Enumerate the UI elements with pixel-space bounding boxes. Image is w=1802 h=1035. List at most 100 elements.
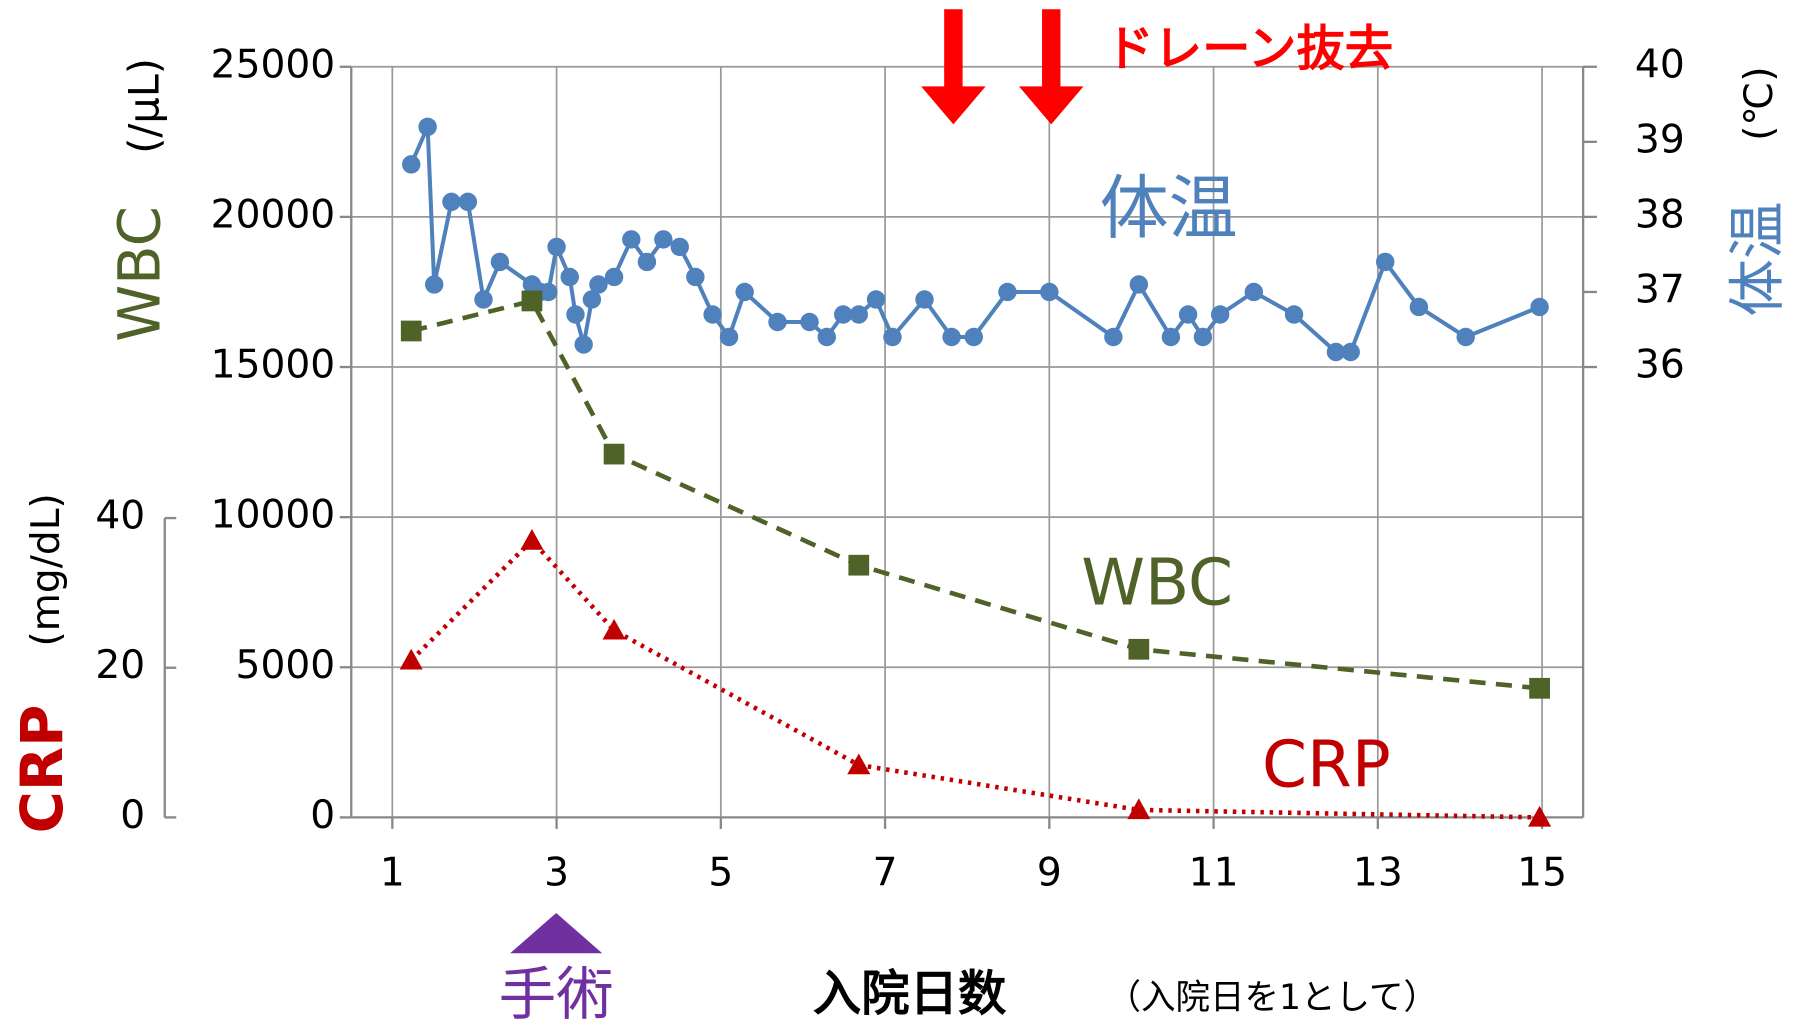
point (1129, 275, 1149, 294)
point (1456, 327, 1475, 347)
y-tick-label: 15000 (211, 343, 335, 388)
point (604, 267, 624, 287)
point (1127, 798, 1151, 820)
point (521, 290, 543, 312)
point (574, 335, 593, 354)
point (400, 320, 422, 342)
point (442, 192, 461, 212)
y2-axis-title: 体温 (1724, 201, 1791, 316)
y-tick-label: 10000 (211, 493, 335, 538)
y2-tick-label: 38 (1635, 192, 1685, 237)
point (474, 290, 493, 309)
y3-axis-unit: (mg/dL) (24, 493, 69, 646)
point (1178, 305, 1198, 324)
series-label: WBC (1081, 546, 1233, 621)
point (883, 327, 902, 347)
point (1128, 638, 1150, 660)
y2-tick-label: 36 (1635, 343, 1685, 388)
x-tick-label: 7 (873, 850, 898, 895)
point (1210, 305, 1230, 324)
y2-tick-label: 40 (1635, 42, 1685, 87)
point (1376, 252, 1395, 272)
y2-axis-unit: (℃) (1737, 66, 1782, 140)
point (520, 529, 544, 550)
point (670, 237, 689, 257)
x-tick-label: 3 (544, 850, 569, 895)
x-tick-label: 9 (1037, 850, 1062, 895)
point (1161, 327, 1181, 347)
y-tick-label: 25000 (211, 42, 335, 87)
point (490, 252, 510, 272)
point (424, 275, 444, 294)
point (539, 282, 558, 302)
series-line (409, 537, 1540, 820)
point (817, 327, 836, 347)
point (399, 648, 423, 670)
y-tick-label: 5000 (236, 643, 336, 688)
point (719, 327, 739, 347)
point (915, 290, 934, 309)
point (1529, 677, 1550, 699)
point (566, 305, 585, 324)
y-tick-label: 20000 (211, 192, 335, 237)
point (589, 275, 608, 294)
x-tick-label: 1 (380, 850, 405, 895)
point (833, 305, 853, 324)
point (402, 155, 421, 174)
point (703, 305, 722, 324)
point (1104, 327, 1123, 347)
series-label: CRP (1262, 728, 1391, 803)
point (686, 267, 705, 287)
point (848, 554, 870, 576)
x-tick-label: 5 (708, 850, 733, 895)
x-tick-label: 11 (1189, 850, 1239, 895)
y3-tick-label: 40 (95, 494, 145, 539)
point (998, 282, 1017, 302)
point (1284, 305, 1304, 324)
point (866, 290, 886, 309)
point (849, 305, 869, 324)
x-axis-note: （入院日を1として） (1106, 978, 1438, 1018)
point (654, 230, 673, 249)
y2-tick-label: 37 (1635, 267, 1685, 312)
point (1341, 342, 1360, 362)
y-axis-unit: (/μL) (120, 58, 168, 154)
x-tick-label: 13 (1353, 850, 1403, 895)
x-axis-title: 入院日数 (813, 966, 1007, 1022)
point (847, 753, 871, 775)
y3-axis-title: CRP (9, 705, 76, 834)
point (1244, 282, 1264, 302)
point (964, 327, 983, 347)
point (458, 192, 478, 212)
point (1530, 297, 1549, 317)
point (1528, 805, 1552, 827)
point (1326, 342, 1346, 362)
point (735, 282, 754, 302)
y3-tick-label: 0 (120, 793, 145, 838)
point (800, 312, 819, 332)
surgery-annotation: 手術 (499, 961, 614, 1028)
point (547, 237, 566, 257)
x-tick-label: 15 (1517, 850, 1567, 895)
point (768, 312, 787, 332)
axes: 0500010000150002000025000363738394002040… (95, 42, 1684, 895)
point (603, 443, 625, 465)
point (1193, 327, 1213, 347)
series-label: 体温 (1100, 169, 1238, 249)
point (418, 117, 437, 137)
grid (351, 65, 1584, 819)
point (602, 618, 626, 640)
point (637, 252, 657, 272)
surgery-marker (510, 912, 603, 954)
drain-annotation: ドレーン抜去 (1105, 21, 1393, 77)
marks: 体温 WBC CRP (399, 117, 1552, 827)
y2-tick-label: 39 (1635, 117, 1685, 162)
y-axis-title: WBC (107, 206, 174, 342)
point (582, 290, 602, 309)
y-tick-label: 0 (310, 793, 335, 838)
y3-tick-label: 20 (95, 643, 145, 688)
point (560, 267, 579, 287)
drain-arrow (1019, 9, 1084, 125)
point (1040, 282, 1059, 302)
